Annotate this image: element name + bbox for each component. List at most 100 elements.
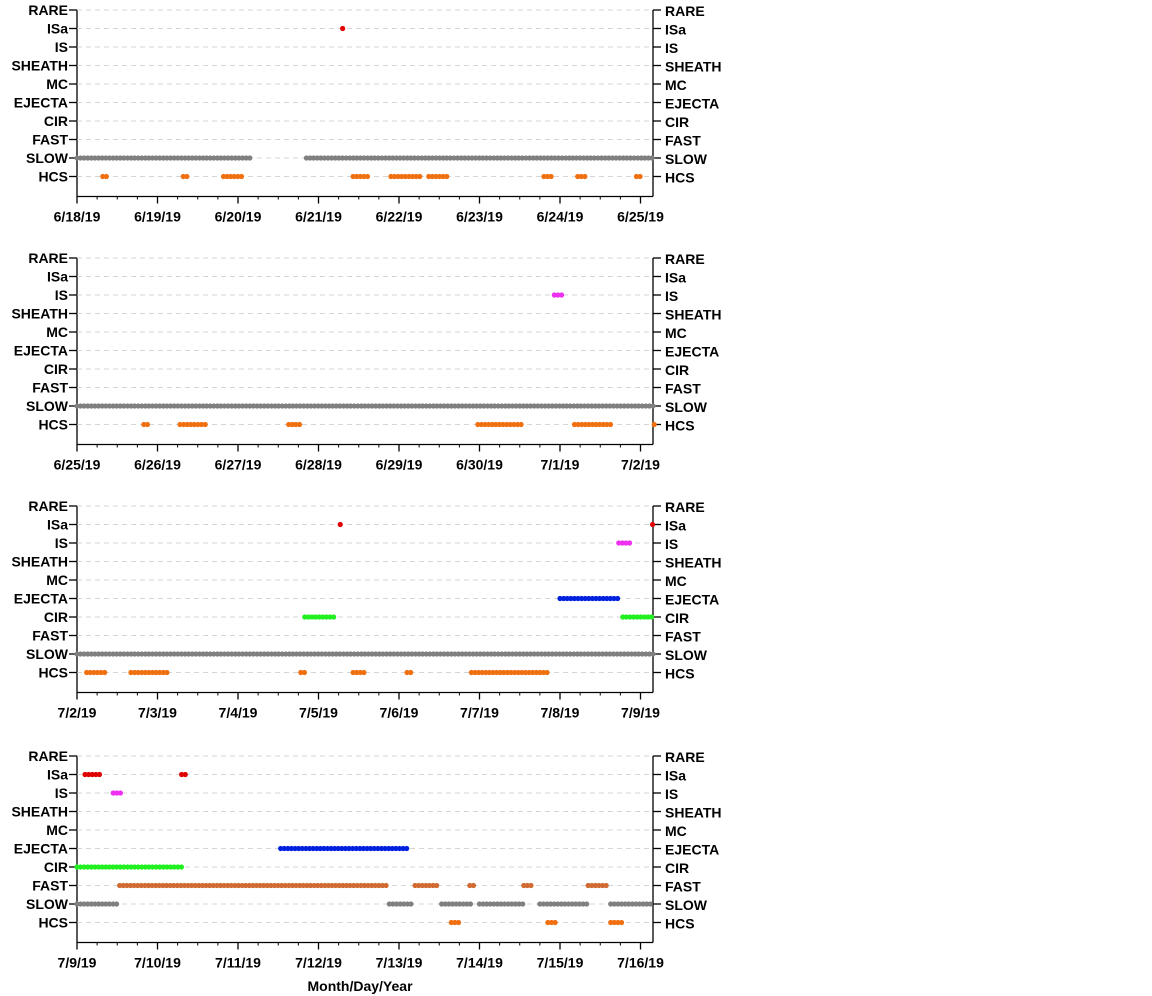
series-slow xyxy=(74,901,653,907)
left-label-fast: FAST xyxy=(32,380,68,396)
data-point-hcs xyxy=(637,173,643,180)
data-point-fast xyxy=(171,882,177,889)
data-point-slow xyxy=(171,155,177,161)
data-point-slow xyxy=(555,155,562,161)
data-point-slow xyxy=(96,155,102,161)
data-point-slow xyxy=(628,651,635,657)
data-point-slow xyxy=(535,651,541,657)
data-point-slow xyxy=(551,901,557,907)
data-point-slow xyxy=(448,651,454,657)
data-point-slow xyxy=(386,901,392,907)
data-point-slow xyxy=(592,651,599,657)
data-point-cir xyxy=(313,614,319,620)
right-label-is: IS xyxy=(665,288,678,304)
data-point-hcs xyxy=(512,669,518,676)
data-point-slow xyxy=(434,651,440,657)
data-point-slow xyxy=(650,651,656,657)
data-point-slow xyxy=(422,155,428,161)
data-point-ejecta xyxy=(375,845,381,852)
data-point-slow xyxy=(524,651,530,657)
data-point-slow xyxy=(106,403,112,409)
data-point-hcs xyxy=(507,421,513,428)
data-point-slow xyxy=(439,901,445,907)
data-point-cir xyxy=(305,614,312,620)
right-label-slow: SLOW xyxy=(665,399,708,415)
data-point-slow xyxy=(321,155,328,161)
left-label-cir: CIR xyxy=(44,113,68,129)
data-point-slow xyxy=(474,651,480,657)
right-label-hcs: HCS xyxy=(665,666,695,682)
data-point-hcs xyxy=(497,669,503,676)
data-point-hcs xyxy=(235,173,241,180)
data-point-hcs xyxy=(199,421,205,428)
data-point-slow xyxy=(480,155,486,161)
data-point-slow xyxy=(398,403,404,409)
data-point-cir xyxy=(638,614,644,620)
data-point-hcs xyxy=(160,669,166,676)
data-point-slow xyxy=(332,155,338,161)
data-point-slow xyxy=(196,403,202,409)
data-point-hcs xyxy=(224,173,230,180)
data-point-cir xyxy=(121,864,127,870)
right-label-mc: MC xyxy=(665,325,687,341)
data-point-slow xyxy=(207,155,213,161)
data-point-slow xyxy=(459,403,465,409)
data-point-slow xyxy=(574,651,581,657)
data-point-hcs xyxy=(98,669,104,676)
data-point-slow xyxy=(618,901,625,907)
data-point-slow xyxy=(596,651,602,657)
data-point-hcs xyxy=(388,173,394,180)
data-point-slow xyxy=(430,651,436,657)
data-point-slow xyxy=(326,403,332,409)
left-label-fast: FAST xyxy=(32,132,68,148)
data-point-fast xyxy=(142,882,148,889)
data-point-hcs xyxy=(149,669,156,676)
data-point-fast xyxy=(426,882,433,889)
left-label-cir: CIR xyxy=(44,361,68,377)
data-point-slow xyxy=(358,403,364,409)
data-point-slow xyxy=(476,901,483,907)
data-point-hcs xyxy=(526,669,532,676)
data-point-fast xyxy=(289,882,296,889)
data-point-hcs xyxy=(540,669,547,676)
data-point-slow xyxy=(398,651,404,657)
data-point-slow xyxy=(361,155,367,161)
data-point-ejecta xyxy=(400,845,406,852)
data-point-fast xyxy=(351,882,357,889)
data-point-hcs xyxy=(511,421,517,428)
data-point-fast xyxy=(282,882,288,889)
data-point-hcs xyxy=(231,173,237,180)
data-point-is xyxy=(558,292,565,298)
data-point-slow xyxy=(639,651,645,657)
data-point-slow xyxy=(74,403,80,409)
data-point-slow xyxy=(541,155,547,161)
data-point-fast xyxy=(221,882,227,889)
data-point-slow xyxy=(391,403,397,409)
data-point-slow xyxy=(459,651,465,657)
data-point-slow xyxy=(168,651,174,657)
data-point-slow xyxy=(528,403,534,409)
series-hcs xyxy=(141,421,657,428)
data-point-cir xyxy=(630,614,637,620)
data-point-is xyxy=(117,790,124,796)
data-point-slow xyxy=(441,403,447,409)
data-point-hcs xyxy=(139,669,145,676)
data-point-slow xyxy=(146,403,152,409)
data-point-slow xyxy=(644,901,650,907)
data-point-slow xyxy=(416,403,422,409)
data-point-slow xyxy=(222,155,228,161)
data-point-ejecta xyxy=(582,595,588,602)
data-point-slow xyxy=(481,651,487,657)
data-point-fast xyxy=(307,882,314,889)
data-point-slow xyxy=(606,155,612,161)
data-point-hcs xyxy=(417,173,423,180)
data-point-hcs xyxy=(146,669,152,676)
data-point-slow xyxy=(272,651,278,657)
data-point-slow xyxy=(556,403,563,409)
data-point-slow xyxy=(501,155,508,161)
data-point-slow xyxy=(484,403,490,409)
data-point-cir xyxy=(316,614,322,620)
data-point-slow xyxy=(523,155,529,161)
data-point-is xyxy=(626,540,633,546)
data-point-slow xyxy=(566,155,572,161)
